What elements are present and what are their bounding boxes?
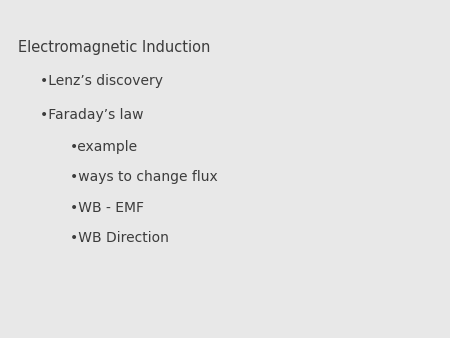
Text: •Lenz’s discovery: •Lenz’s discovery: [40, 74, 163, 88]
Text: Electromagnetic Induction: Electromagnetic Induction: [18, 40, 211, 55]
Text: •WB Direction: •WB Direction: [70, 231, 169, 245]
Text: •Faraday’s law: •Faraday’s law: [40, 108, 144, 122]
Text: •ways to change flux: •ways to change flux: [70, 170, 217, 185]
Text: •example: •example: [70, 140, 138, 154]
Text: •WB - EMF: •WB - EMF: [70, 201, 144, 215]
